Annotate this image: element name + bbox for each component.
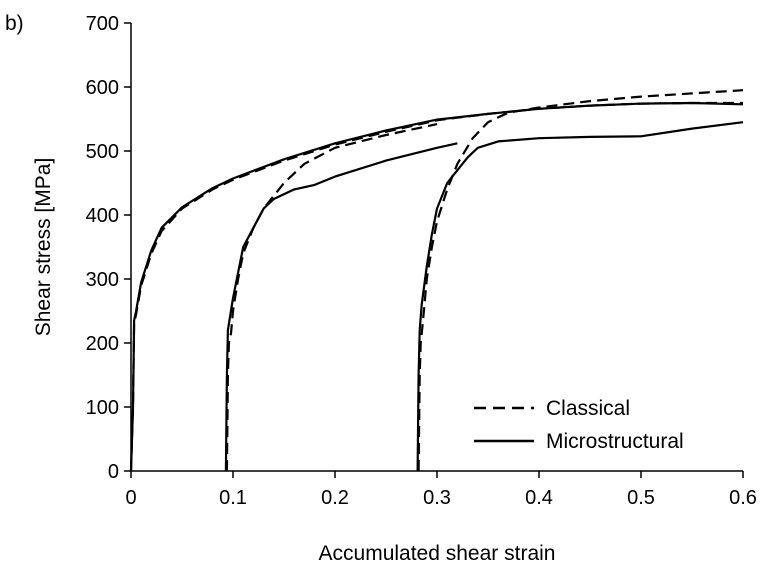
classical-curve-3 (417, 89, 744, 472)
y-tick-label: 600 (86, 77, 119, 99)
classical-curve-2 (225, 123, 438, 472)
y-tick-label: 300 (86, 269, 119, 291)
microstructural-curve-3 (416, 121, 744, 472)
microstructural-curve-2 (224, 142, 458, 472)
y-tick-label: 200 (86, 333, 119, 355)
x-tick-label: 0.3 (423, 487, 451, 509)
classical-curve-1 (129, 101, 743, 472)
y-tick-label: 700 (86, 13, 119, 35)
tick-labels: 0 100 200 300 400 500 600 700 0 0.1 0.2 0.3 0.4 0.5 0.… (86, 13, 757, 509)
x-tick-label: 0.5 (627, 487, 655, 509)
x-tick-label: 0.4 (525, 487, 553, 509)
x-tick-label: 0.6 (729, 487, 757, 509)
legend: Classical Microstructural (474, 397, 684, 453)
x-axis-title: Accumulated shear strain (319, 542, 556, 565)
y-tick-label: 400 (86, 205, 119, 227)
legend-label-microstructural: Microstructural (546, 430, 684, 453)
y-tick-label: 500 (86, 141, 119, 163)
y-tick-label: 0 (108, 461, 119, 483)
y-tick-label: 100 (86, 397, 119, 419)
x-tick-label: 0.2 (321, 487, 349, 509)
legend-label-classical: Classical (546, 397, 630, 420)
microstructural-curve-1 (129, 101, 744, 472)
x-tick-label: 0.1 (219, 487, 247, 509)
plot-lines (129, 89, 744, 472)
axes (124, 22, 744, 478)
panel-label: b) (5, 12, 24, 35)
y-axis-title: Shear stress [MPa] (32, 158, 55, 337)
x-tick-label: 0 (125, 487, 136, 509)
